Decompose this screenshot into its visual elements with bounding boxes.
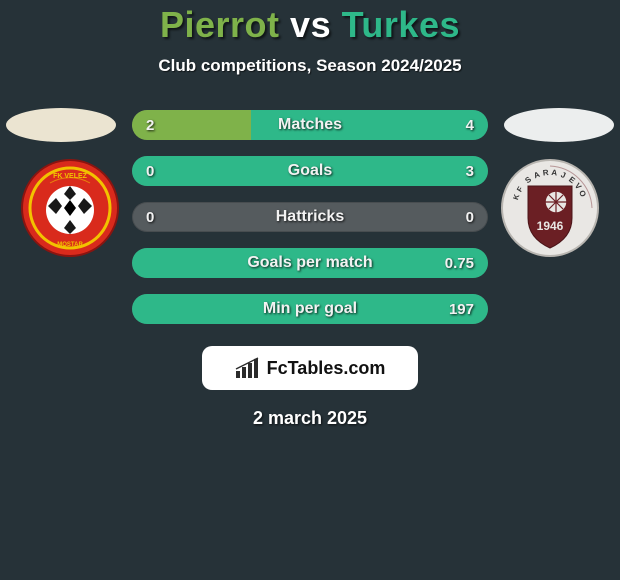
stat-bar-right <box>132 248 488 278</box>
stat-value-right: 0 <box>466 202 474 232</box>
stat-row: Goals03 <box>132 156 488 186</box>
bars-growth-icon <box>235 357 261 379</box>
stat-rows: Matches24 Goals03 Hattricks0 0 Goals per mat… <box>132 110 488 340</box>
stat-row: Min per goal197 <box>132 294 488 324</box>
sarajevo-badge-icon: S A R A J F K E V O 1946 <box>500 158 600 258</box>
club-badge-left: FK VELEZ MOSTAR <box>20 158 120 258</box>
stat-row: Hattricks0 0 <box>132 202 488 232</box>
stat-row: Matches24 <box>132 110 488 140</box>
subtitle: Club competitions, Season 2024/2025 <box>0 56 620 76</box>
velez-badge-icon: FK VELEZ MOSTAR <box>20 158 120 258</box>
team-pill-right <box>504 108 614 142</box>
team-pill-left <box>6 108 116 142</box>
comparison-card: Pierrot vs Turkes Club competitions, Sea… <box>0 0 620 580</box>
branding-text: FcTables.com <box>267 358 386 379</box>
title-right: Turkes <box>342 4 460 45</box>
stat-value-left: 0 <box>146 202 154 232</box>
branding-box: FcTables.com <box>202 346 418 390</box>
svg-text:FK VELEZ: FK VELEZ <box>53 173 88 180</box>
stat-bar-right <box>132 156 488 186</box>
chart-area: FK VELEZ MOSTAR S A R A J F <box>0 104 620 324</box>
page-title: Pierrot vs Turkes <box>0 4 620 46</box>
stat-row: Goals per match0.75 <box>132 248 488 278</box>
svg-text:1946: 1946 <box>537 219 564 233</box>
date-label: 2 march 2025 <box>0 408 620 429</box>
stat-bar-left <box>132 110 251 140</box>
title-left: Pierrot <box>160 4 280 45</box>
stat-bar-right <box>251 110 488 140</box>
stat-bar-right <box>132 294 488 324</box>
club-badge-right: S A R A J F K E V O 1946 <box>500 158 600 258</box>
title-sep: vs <box>290 4 331 45</box>
stat-metric-label: Hattricks <box>132 202 488 232</box>
svg-text:MOSTAR: MOSTAR <box>57 242 83 248</box>
